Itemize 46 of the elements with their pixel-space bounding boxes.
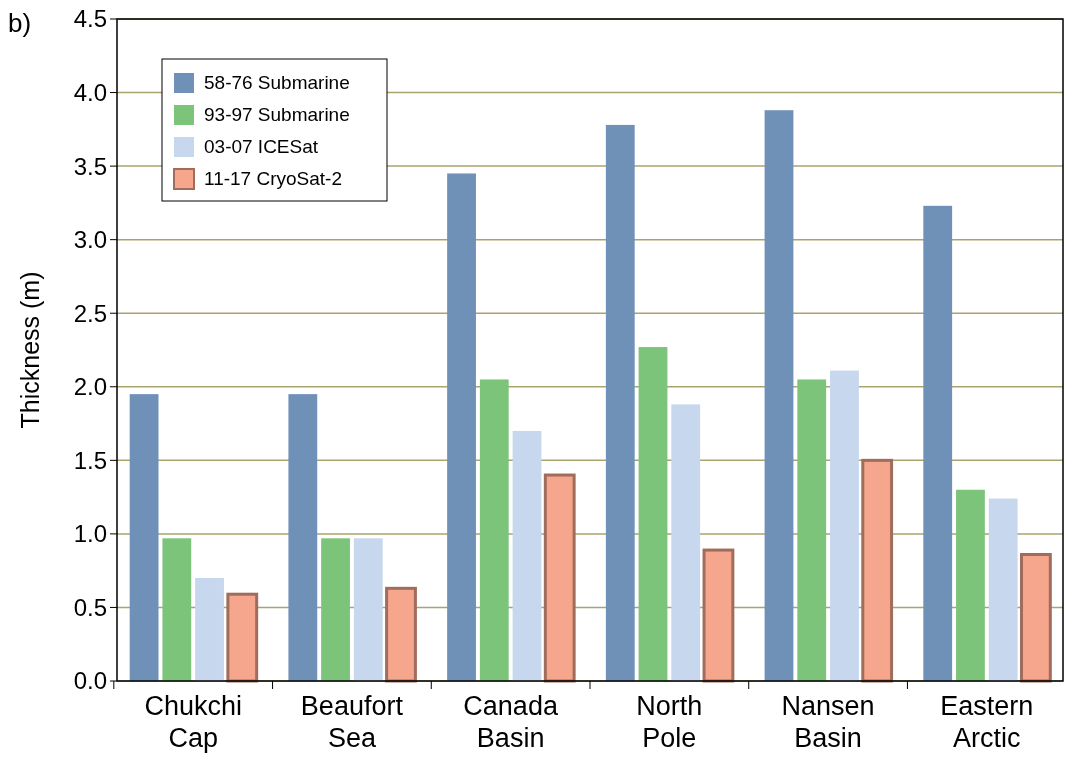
bar [605, 124, 635, 681]
y-tick-label: 1.0 [73, 520, 107, 548]
x-tick-label: Chukchi Cap [144, 691, 242, 753]
y-tick-label: 0.5 [73, 593, 107, 621]
bar [702, 548, 735, 683]
y-tick-label: 2.0 [73, 373, 107, 401]
bar [129, 394, 159, 681]
x-tick-label: North Pole [636, 691, 703, 753]
y-tick-label: 4.5 [73, 5, 107, 33]
y-tick-label: 0.0 [73, 667, 107, 695]
bar [861, 458, 894, 683]
legend-label: 58-76 Submarine [204, 72, 350, 93]
bar [638, 347, 668, 681]
legend-label: 93-97 Submarine [204, 104, 350, 125]
y-tick-label: 3.0 [73, 226, 107, 254]
y-axis-title: Thickness (m) [16, 271, 44, 429]
bar [671, 404, 701, 681]
legend-label: 03-07 ICESat [204, 136, 319, 157]
bar [162, 538, 192, 681]
bar [479, 379, 509, 681]
x-tick-label: Beaufort Sea [300, 691, 404, 753]
bar [288, 394, 318, 681]
y-tick-label: 2.5 [73, 299, 107, 327]
bar [447, 173, 476, 681]
bar [797, 379, 827, 681]
x-tick-label: Canada Basin [463, 691, 559, 753]
bar [1020, 552, 1052, 683]
bar [543, 473, 576, 683]
bar [353, 538, 383, 681]
bar [923, 205, 953, 681]
y-tick-label: 3.5 [73, 152, 107, 180]
bar [512, 430, 542, 681]
x-tick-label: Eastern Arctic [940, 691, 1034, 753]
bar [321, 538, 350, 681]
bar [764, 110, 794, 681]
bar [988, 498, 1018, 681]
bar [956, 489, 985, 681]
y-tick-label: 4.0 [73, 78, 107, 106]
text: b) [8, 8, 32, 38]
y-tick-label: 1.5 [73, 446, 107, 474]
x-tick-label: Nansen Basin [781, 691, 875, 753]
bar [226, 592, 259, 683]
bar [385, 586, 417, 683]
legend-label: 11-17 CryoSat-2 [204, 168, 342, 189]
bar [830, 370, 859, 681]
bar [195, 578, 224, 681]
